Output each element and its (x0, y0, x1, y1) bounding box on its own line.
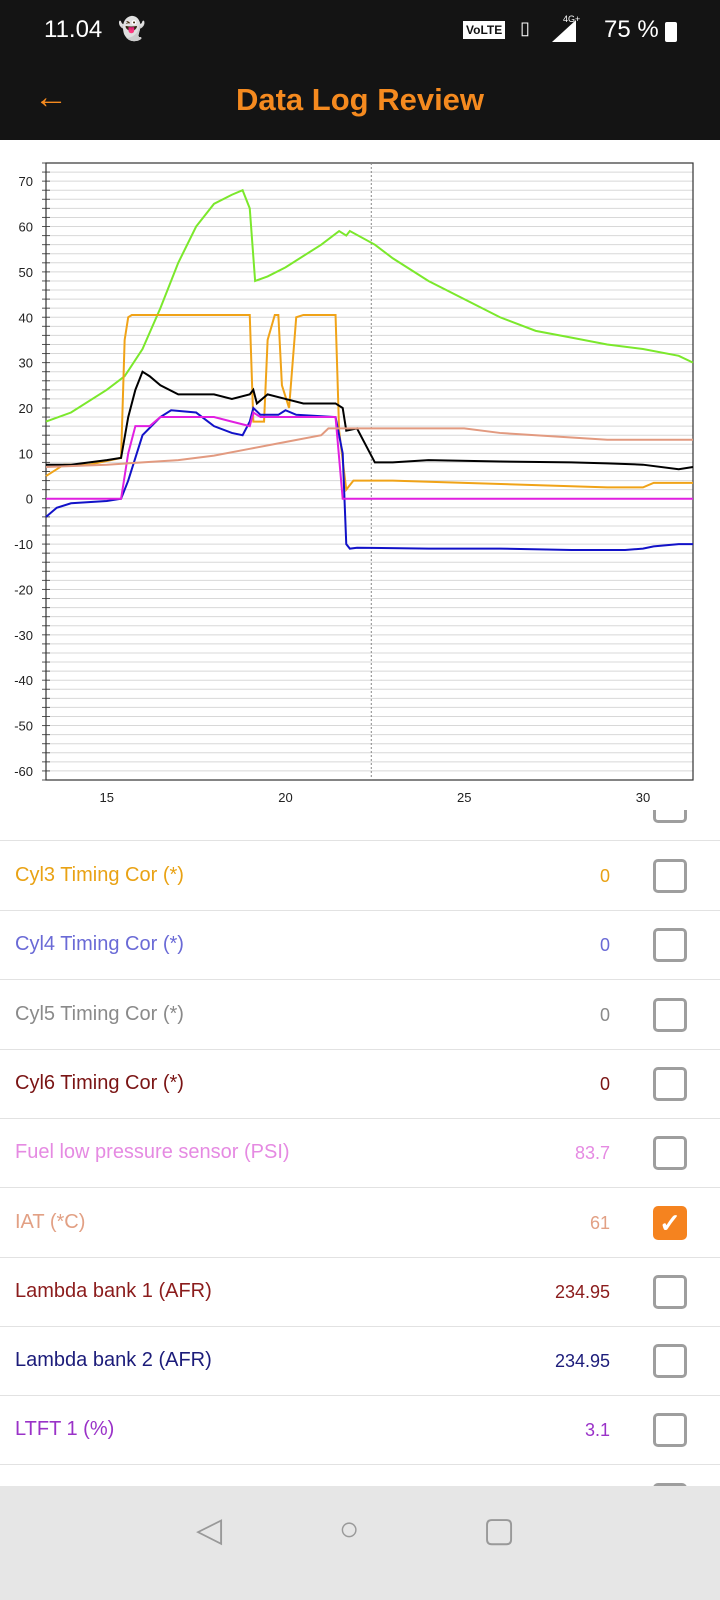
x-tick-label: 15 (100, 790, 114, 805)
y-tick-label: 40 (19, 310, 33, 325)
channel-label: Cyl3 Timing Cor (*) (15, 864, 184, 886)
y-tick-label: 30 (19, 356, 33, 371)
page-title: Data Log Review (235, 82, 485, 117)
channel-value: 0 (599, 1004, 610, 1025)
channel-checkbox[interactable] (653, 928, 687, 963)
series-orange-line (45, 313, 693, 493)
y-tick-label: -60 (14, 764, 33, 779)
clock: 11.04 (44, 16, 103, 43)
x-tick-label: 20 (278, 790, 292, 805)
channel-checkbox[interactable] (653, 1413, 687, 1448)
nav-recents-icon[interactable]: ▢ (483, 1511, 516, 1549)
channel-label: Lambda bank 1 (AFR) (15, 1279, 212, 1302)
data-log-chart[interactable]: 70 60 50 40 30 20 10 0 -10 -20 -30 -40 -50 -60 15 20 25 3… (0, 140, 720, 810)
channel-value: 0 (599, 935, 610, 956)
y-tick-label: 50 (19, 265, 33, 280)
channel-value: 234.95 (554, 1281, 610, 1302)
channel-label: IAT (*C) (15, 1210, 86, 1233)
vibrate-icon: ▯ (520, 18, 530, 38)
volte-badge: VoLTE (463, 21, 506, 39)
y-tick-label: -10 (14, 537, 33, 552)
channel-value: 0 (599, 866, 610, 886)
channel-checkbox[interactable] (653, 997, 687, 1032)
channel-value: 0 (599, 1073, 610, 1094)
channel-label: Cyl6 Timing Cor (*) (15, 1071, 184, 1094)
channel-checkbox[interactable]: ✓ (653, 1205, 687, 1240)
chart-svg[interactable]: 70 60 50 40 30 20 10 0 -10 -20 -30 -40 -50 -60 15 20 25 3… (0, 140, 720, 810)
y-tick-label: -40 (14, 673, 33, 688)
x-tick-label: 25 (457, 790, 471, 805)
back-arrow-icon[interactable]: ← (34, 78, 68, 116)
list-item[interactable] (0, 1466, 720, 1486)
channel-checkbox[interactable] (653, 859, 687, 893)
list-item[interactable]: Lambda bank 2 (AFR) 234.95 (0, 1327, 720, 1397)
y-tick-label: 20 (19, 401, 33, 416)
channel-value: 83.7 (574, 1143, 610, 1164)
plot-frame (45, 162, 694, 781)
y-tick-label: 70 (19, 174, 33, 189)
channel-list[interactable]: Cyl3 Timing Cor (*) 0 Cyl4 Timing Cor (*… (0, 810, 720, 1486)
list-item[interactable] (0, 810, 720, 841)
series-salmon-line (45, 427, 693, 468)
series-magenta-line (46, 410, 693, 500)
battery-icon (665, 22, 677, 42)
list-item[interactable]: Cyl4 Timing Cor (*) 0 (0, 911, 720, 981)
channel-label: Fuel low pressure sensor (PSI) (15, 1141, 290, 1164)
y-tick-label: 10 (19, 446, 33, 461)
app-bar: ← Data Log Review (0, 60, 720, 140)
y-tick-label: -30 (14, 628, 33, 643)
checkbox[interactable] (653, 810, 687, 823)
nav-home-icon[interactable]: ○ (339, 1510, 360, 1548)
channel-value: 61 (589, 1212, 610, 1233)
series-blue-line (45, 406, 693, 551)
signal-icon (552, 20, 576, 42)
channel-value: 234.95 (554, 1351, 610, 1372)
channel-checkbox[interactable] (653, 1066, 687, 1101)
y-tick-label: 60 (19, 220, 33, 235)
y-tick-label: -50 (14, 719, 33, 734)
channel-value: 3.1 (584, 1420, 610, 1441)
snapchat-icon: 👻 (118, 16, 146, 41)
list-item[interactable]: Cyl6 Timing Cor (*) 0 (0, 1050, 720, 1119)
channel-checkbox[interactable] (653, 1136, 687, 1171)
channel-checkbox[interactable] (653, 1274, 687, 1309)
channel-label: Cyl4 Timing Cor (*) (15, 933, 184, 956)
status-bar: 11.04 👻 VoLTE ▯ 4G+ 75 % (0, 0, 720, 60)
list-item[interactable]: LTFT 1 (%) 3.1 (0, 1396, 720, 1466)
checkbox[interactable] (653, 1482, 687, 1486)
navigation-bar: ◁ ○ ▢ (0, 1486, 720, 1600)
battery-percent: 75 % (604, 16, 659, 43)
list-item[interactable]: Lambda bank 1 (AFR) 234.95 (0, 1258, 720, 1327)
list-item[interactable]: Fuel low pressure sensor (PSI) 83.7 (0, 1119, 720, 1189)
series-black-line (46, 370, 694, 471)
series-green-line (45, 188, 694, 423)
channel-label: Lambda bank 2 (AFR) (15, 1349, 212, 1372)
nav-back-icon[interactable]: ◁ (196, 1511, 223, 1549)
channel-checkbox[interactable] (653, 1344, 687, 1379)
y-tick-label: 0 (26, 492, 33, 507)
x-tick-label: 30 (636, 790, 650, 805)
network-type: 4G+ (563, 14, 581, 24)
y-tick-label: -20 (14, 582, 33, 597)
channel-label: LTFT 1 (%) (15, 1418, 115, 1441)
list-item[interactable]: IAT (*C) 61 ✓ (0, 1189, 720, 1258)
list-item[interactable]: Cyl5 Timing Cor (*) 0 (0, 981, 720, 1050)
channel-label: Cyl5 Timing Cor (*) (15, 1002, 184, 1025)
list-item[interactable]: Cyl3 Timing Cor (*) 0 (0, 842, 720, 911)
